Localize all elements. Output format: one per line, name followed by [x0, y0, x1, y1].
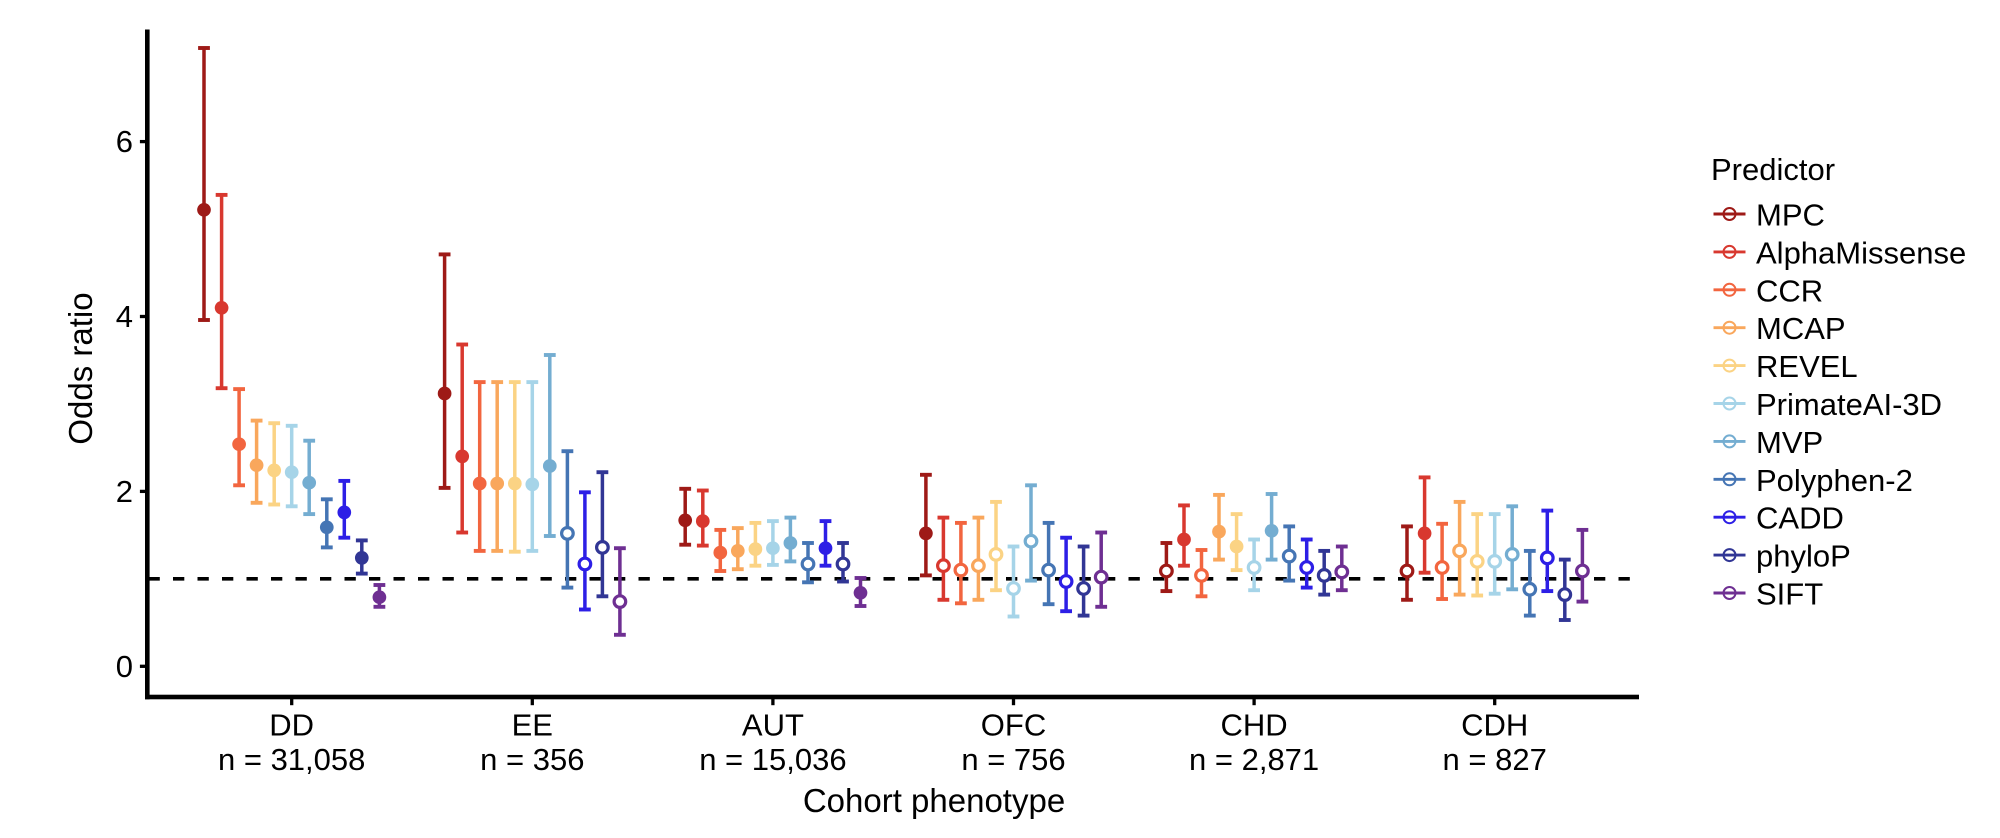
svg-text:6: 6 — [116, 124, 133, 159]
svg-text:MCAP: MCAP — [1756, 311, 1846, 346]
svg-text:CHD: CHD — [1221, 708, 1288, 743]
svg-text:CADD: CADD — [1756, 501, 1844, 536]
svg-text:CDH: CDH — [1461, 708, 1528, 743]
svg-text:0: 0 — [116, 649, 133, 684]
svg-text:MPC: MPC — [1756, 198, 1825, 233]
svg-text:n = 15,036: n = 15,036 — [699, 742, 846, 777]
svg-text:n = 756: n = 756 — [961, 742, 1065, 777]
svg-text:PrimateAI-3D: PrimateAI-3D — [1756, 387, 1942, 422]
svg-text:n = 2,871: n = 2,871 — [1189, 742, 1319, 777]
svg-text:4: 4 — [116, 299, 133, 334]
svg-text:OFC: OFC — [981, 708, 1046, 743]
svg-text:AUT: AUT — [742, 708, 804, 743]
svg-text:Polyphen-2: Polyphen-2 — [1756, 463, 1913, 498]
svg-text:2: 2 — [116, 474, 133, 509]
svg-text:n = 356: n = 356 — [480, 742, 584, 777]
svg-text:phyloP: phyloP — [1756, 539, 1851, 574]
svg-text:MVP: MVP — [1756, 425, 1823, 460]
svg-text:n = 827: n = 827 — [1443, 742, 1547, 777]
svg-text:EE: EE — [512, 708, 553, 743]
svg-text:SIFT: SIFT — [1756, 577, 1823, 612]
svg-text:CCR: CCR — [1756, 273, 1823, 308]
svg-text:REVEL: REVEL — [1756, 349, 1858, 384]
svg-text:n = 31,058: n = 31,058 — [218, 742, 365, 777]
svg-text:DD: DD — [269, 708, 314, 743]
svg-text:Cohort phenotype: Cohort phenotype — [803, 782, 1065, 819]
svg-text:Predictor: Predictor — [1711, 152, 1835, 187]
svg-text:AlphaMissense: AlphaMissense — [1756, 235, 1966, 270]
svg-text:Odds ratio: Odds ratio — [62, 292, 99, 444]
